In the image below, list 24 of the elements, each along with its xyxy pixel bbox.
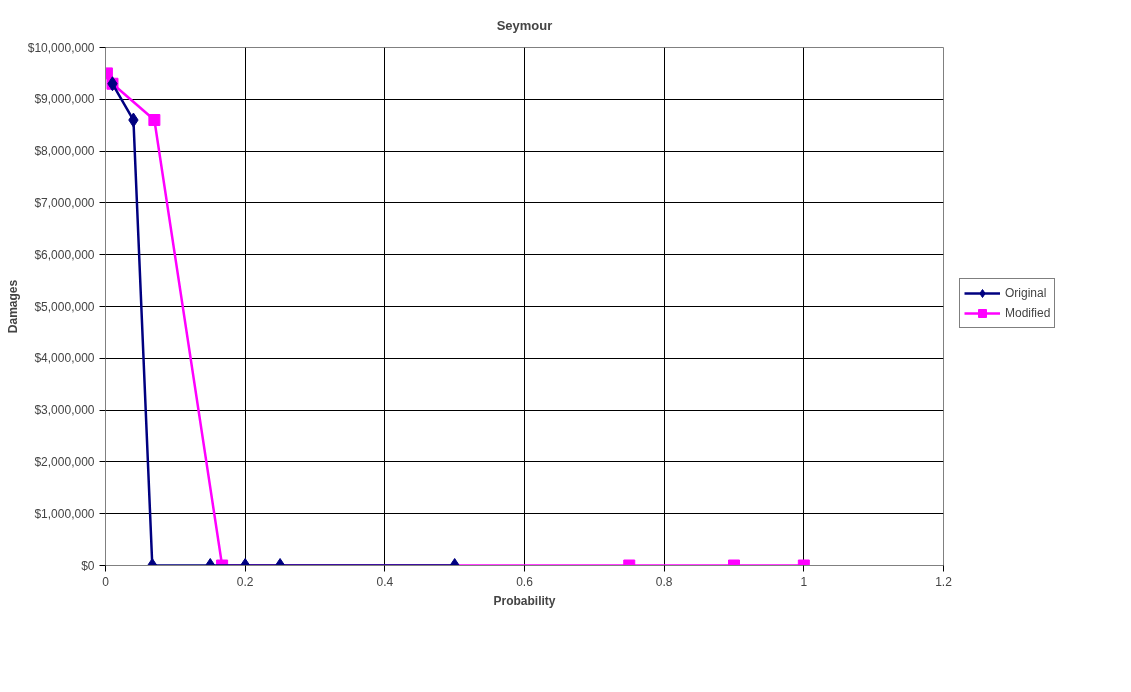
x-tick-label: 1 (800, 574, 808, 589)
y-tick-label: $8,000,000 (34, 144, 95, 159)
y-tick-label: $6,000,000 (34, 247, 95, 262)
y-tick-label: $1,000,000 (34, 506, 95, 521)
x-tick-label: 0 (102, 574, 110, 589)
y-tick-label: $4,000,000 (34, 351, 95, 366)
y-tick-label: $5,000,000 (34, 299, 95, 314)
y-tick-label: $0 (81, 558, 95, 573)
y-tick-label: $7,000,000 (34, 195, 95, 210)
y-tick-label: $9,000,000 (34, 92, 95, 107)
x-tick-label: 0.4 (376, 574, 394, 589)
y-tick-label: $3,000,000 (34, 403, 95, 418)
y-axis-title: Damages (5, 279, 20, 334)
x-tick-label: 0.2 (236, 574, 254, 589)
point (148, 114, 161, 127)
chart-title: Seymour (496, 17, 553, 33)
legend-label: Modified (1005, 305, 1051, 320)
x-tick-label: 0.6 (516, 574, 534, 589)
y-tick-label: $2,000,000 (34, 454, 95, 469)
y-tick-label: $10,000,000 (27, 40, 95, 55)
x-axis-title: Probability (493, 593, 556, 608)
x-tick-label: 0.8 (655, 574, 673, 589)
x-tick-label: 1.2 (935, 574, 953, 589)
legend-label: Original (1005, 285, 1047, 300)
